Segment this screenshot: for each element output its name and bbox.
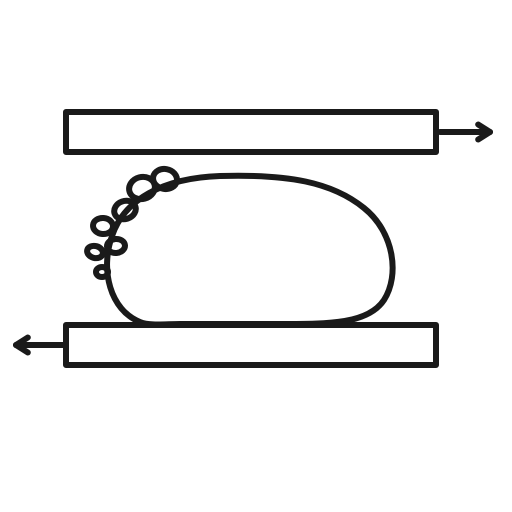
pebble [96, 267, 108, 277]
top-plate [66, 112, 436, 152]
right-arrow-icon [440, 124, 490, 139]
pebble [151, 167, 178, 191]
left-arrow-icon [16, 337, 66, 352]
friction-grinding-icon [0, 0, 512, 512]
bottom-plate [66, 325, 436, 365]
pebble [106, 238, 125, 254]
pebble [92, 217, 113, 235]
pebble [86, 244, 105, 260]
